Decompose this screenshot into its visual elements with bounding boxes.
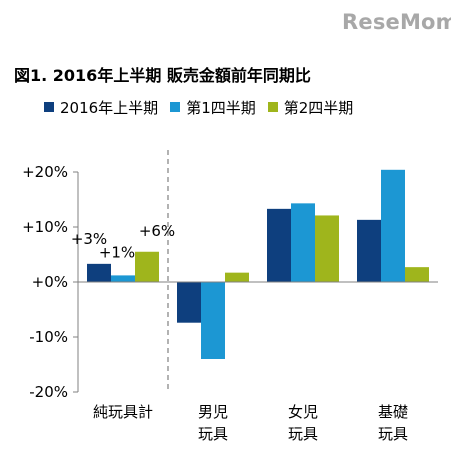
legend-swatch xyxy=(44,102,54,112)
bar-第1四半期-基礎玩具 xyxy=(381,169,405,282)
axes-group xyxy=(73,150,438,393)
chart-legend: 2016年上半期 第1四半期 第2四半期 xyxy=(44,97,365,117)
legend-label: 第2四半期 xyxy=(283,98,354,117)
bar-2016年上半期-基礎玩具 xyxy=(357,219,381,282)
data-label: +6% xyxy=(139,222,175,240)
y-tick-label: -10% xyxy=(29,328,68,346)
category-label: 玩具 xyxy=(288,425,318,443)
bar-第1四半期-女児玩具 xyxy=(291,203,315,282)
bar-第2四半期-男児玩具 xyxy=(225,272,249,282)
bars-group xyxy=(87,169,429,359)
y-tick-label: +10% xyxy=(22,218,68,236)
category-label: 玩具 xyxy=(378,425,408,443)
legend-label: 第1四半期 xyxy=(186,98,256,117)
bar-2016年上半期-男児玩具 xyxy=(177,282,201,323)
category-label: 女児 xyxy=(288,403,318,421)
y-tick-label: -20% xyxy=(29,383,68,401)
category-label: 純玩具計 xyxy=(93,403,153,421)
bar-2016年上半期-女児玩具 xyxy=(267,208,291,282)
bar-第2四半期-純玩具計 xyxy=(135,251,159,282)
legend-item-q1: 第1四半期 xyxy=(170,97,256,118)
legend-label: 2016年上半期 xyxy=(60,98,159,117)
legend-swatch xyxy=(170,102,181,112)
legend-swatch xyxy=(267,102,278,112)
bar-第2四半期-基礎玩具 xyxy=(405,267,429,282)
chart-title: 図1. 2016年上半期 販売金額前年同期比 xyxy=(14,66,311,85)
bar-第1四半期-男児玩具 xyxy=(201,282,225,359)
category-label: 玩具 xyxy=(198,425,228,443)
bar-第2四半期-女児玩具 xyxy=(315,215,339,282)
y-tick-label: +20% xyxy=(22,163,68,181)
y-tick-label: +0% xyxy=(32,273,68,291)
bar-2016年上半期-純玩具計 xyxy=(87,263,111,282)
category-label: 男児 xyxy=(198,403,228,421)
bar-第1四半期-純玩具計 xyxy=(111,275,135,282)
resemom-logo: ReseMom xyxy=(342,10,451,34)
category-label: 基礎 xyxy=(378,403,408,421)
legend-item-q2: 第2四半期 xyxy=(267,97,354,118)
data-label: +3% xyxy=(71,230,107,248)
legend-item-2016-h1: 2016年上半期 xyxy=(44,97,158,118)
data-label: +1% xyxy=(99,243,135,261)
